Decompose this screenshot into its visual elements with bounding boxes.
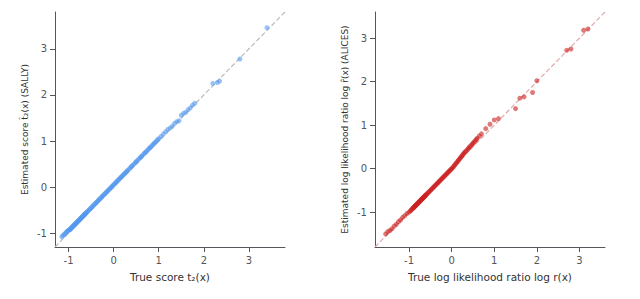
svg-text:3: 3 bbox=[361, 33, 367, 44]
svg-text:1: 1 bbox=[156, 255, 162, 266]
svg-text:3: 3 bbox=[41, 43, 47, 54]
svg-text:2: 2 bbox=[41, 89, 47, 100]
svg-text:-1: -1 bbox=[37, 228, 47, 239]
svg-text:0: 0 bbox=[41, 182, 47, 193]
svg-text:-1: -1 bbox=[357, 207, 367, 218]
svg-text:True score t₂(x): True score t₂(x) bbox=[129, 271, 210, 283]
svg-text:3: 3 bbox=[246, 255, 252, 266]
svg-text:2: 2 bbox=[534, 255, 540, 266]
svg-text:1: 1 bbox=[41, 136, 47, 147]
svg-text:Estimated log likelihood ratio: Estimated log likelihood ratio log r̂(x)… bbox=[340, 25, 350, 233]
svg-text:1: 1 bbox=[491, 255, 497, 266]
svg-text:0: 0 bbox=[361, 163, 367, 174]
svg-text:3: 3 bbox=[576, 255, 582, 266]
svg-text:True log likelihood ratio log: True log likelihood ratio log r(x) bbox=[407, 271, 572, 283]
svg-text:2: 2 bbox=[361, 76, 367, 87]
svg-text:0: 0 bbox=[110, 255, 116, 266]
svg-text:Estimated score t̂₂(x) (SALLY): Estimated score t̂₂(x) (SALLY) bbox=[19, 64, 30, 195]
svg-text:0: 0 bbox=[448, 255, 454, 266]
svg-text:-1: -1 bbox=[404, 255, 414, 266]
svg-text:2: 2 bbox=[201, 255, 207, 266]
svg-text:-1: -1 bbox=[64, 255, 74, 266]
svg-text:1: 1 bbox=[361, 120, 367, 131]
